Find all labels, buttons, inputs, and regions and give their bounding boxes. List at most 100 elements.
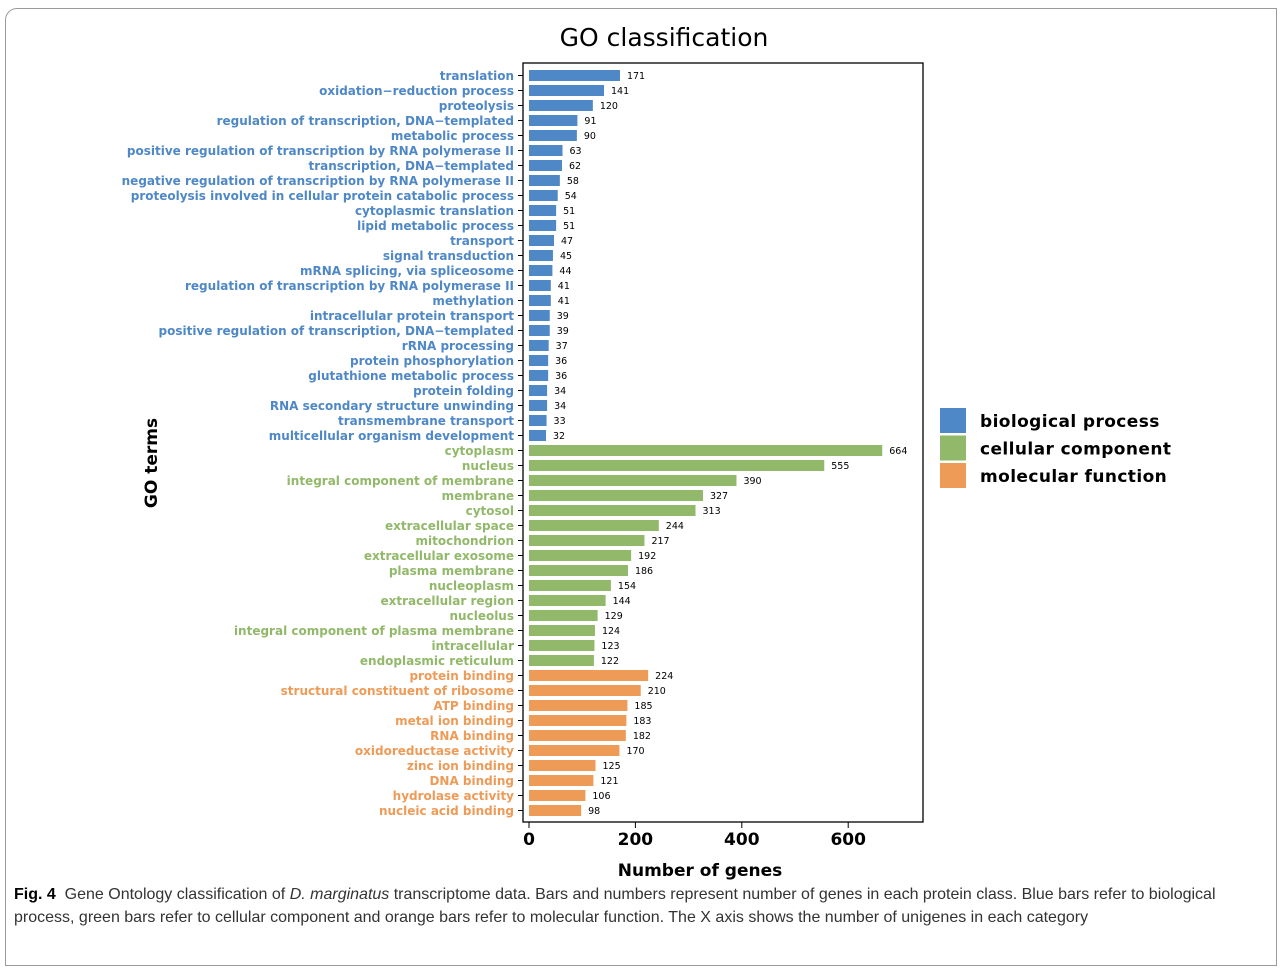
legend-label: cellular component <box>980 440 1171 460</box>
bar-value-label: 62 <box>569 161 581 172</box>
category-label: transport <box>450 234 514 248</box>
bar-value-label: 390 <box>743 476 761 487</box>
bar-value-label: 141 <box>611 86 629 97</box>
legend-swatch <box>940 435 966 461</box>
bar <box>529 175 560 186</box>
bar-value-label: 144 <box>613 596 631 607</box>
bar <box>529 655 594 666</box>
bar-value-label: 192 <box>638 551 656 562</box>
bar <box>529 340 549 351</box>
bar-value-label: 98 <box>588 806 600 817</box>
bar <box>529 790 586 801</box>
bar-value-label: 125 <box>603 761 621 772</box>
caption-text-1: Gene Ontology classification of <box>64 886 290 903</box>
bar <box>529 685 641 696</box>
bar-value-label: 45 <box>560 251 572 262</box>
bar <box>529 280 551 291</box>
bar-value-label: 120 <box>600 101 618 112</box>
bar-value-label: 313 <box>703 506 721 517</box>
bar <box>529 520 659 531</box>
bar-value-label: 34 <box>554 386 566 397</box>
bar-value-label: 41 <box>558 281 570 292</box>
category-label: integral component of membrane <box>287 474 514 488</box>
legend-swatch <box>940 408 966 433</box>
bar-value-label: 124 <box>602 626 620 637</box>
bar-value-label: 123 <box>601 641 619 652</box>
legend-swatch <box>940 463 966 488</box>
bar-value-label: 664 <box>889 446 907 457</box>
category-label: integral component of plasma membrane <box>234 624 514 638</box>
bar <box>529 100 593 111</box>
bar-value-label: 210 <box>648 686 666 697</box>
category-label: translation <box>440 69 514 83</box>
bar <box>529 145 563 156</box>
category-label: cytosol <box>466 504 514 518</box>
category-label: DNA binding <box>429 774 514 788</box>
bar-value-label: 121 <box>600 776 618 787</box>
bar-value-label: 170 <box>626 746 644 757</box>
category-label: metal ion binding <box>395 714 514 728</box>
bar <box>529 475 737 486</box>
bar-value-label: 185 <box>634 701 652 712</box>
bar <box>529 595 606 606</box>
bar <box>529 310 550 321</box>
bar-value-label: 36 <box>555 356 567 367</box>
bar-value-label: 37 <box>556 341 568 352</box>
bar <box>529 760 596 771</box>
bar-value-label: 63 <box>570 146 582 157</box>
bar-value-label: 51 <box>563 206 575 217</box>
bar-value-label: 34 <box>554 401 566 412</box>
bar <box>529 670 649 681</box>
category-label: lipid metabolic process <box>357 219 514 233</box>
category-label: regulation of transcription by RNA polym… <box>185 279 514 293</box>
bar <box>529 220 557 231</box>
bar-series <box>529 70 883 816</box>
category-label: signal transduction <box>383 249 514 263</box>
bar <box>529 70 620 81</box>
category-label: intracellular protein transport <box>310 309 514 323</box>
bar <box>529 190 558 201</box>
category-label: RNA binding <box>430 729 514 743</box>
bar <box>529 805 582 816</box>
category-label: proteolysis involved in cellular protein… <box>131 189 514 203</box>
legend-label: biological process <box>980 412 1160 432</box>
bar <box>529 745 620 756</box>
category-label: nucleic acid binding <box>379 804 514 818</box>
bar <box>529 445 883 456</box>
bar-value-label: 91 <box>584 116 596 127</box>
bar-value-label: 224 <box>655 671 673 682</box>
category-label: oxidation−reduction process <box>319 84 514 98</box>
bar-value-label: 182 <box>633 731 651 742</box>
category-label: endoplasmic reticulum <box>360 654 514 668</box>
bar-value-label: 44 <box>559 266 571 277</box>
category-label: protein phosphorylation <box>350 354 514 368</box>
bar <box>529 715 627 726</box>
category-label: plasma membrane <box>389 564 514 578</box>
category-label: intracellular <box>431 639 514 653</box>
bar-value-label: 47 <box>561 236 573 247</box>
category-label: transcription, DNA−templated <box>308 159 514 173</box>
bar-value-label: 129 <box>605 611 623 622</box>
category-label: negative regulation of transcription by … <box>122 174 514 188</box>
bar <box>529 295 551 306</box>
category-label: extracellular region <box>380 594 514 608</box>
bar <box>529 400 548 411</box>
x-tick-label: 0 <box>523 830 535 850</box>
category-label: hydrolase activity <box>393 789 515 803</box>
bar-value-label: 171 <box>627 71 645 82</box>
category-label: rRNA processing <box>402 339 514 353</box>
bar-value-label: 51 <box>563 221 575 232</box>
bar-value-label: 122 <box>601 656 619 667</box>
bar <box>529 610 598 621</box>
bar <box>529 415 547 426</box>
bar-value-label: 90 <box>584 131 596 142</box>
bar-value-label: 154 <box>618 581 636 592</box>
category-label: ATP binding <box>433 699 514 713</box>
bar <box>529 130 577 141</box>
y-axis-label: GO terms <box>142 418 162 508</box>
category-label: protein folding <box>413 384 514 398</box>
bar <box>529 640 595 651</box>
bar <box>529 775 594 786</box>
